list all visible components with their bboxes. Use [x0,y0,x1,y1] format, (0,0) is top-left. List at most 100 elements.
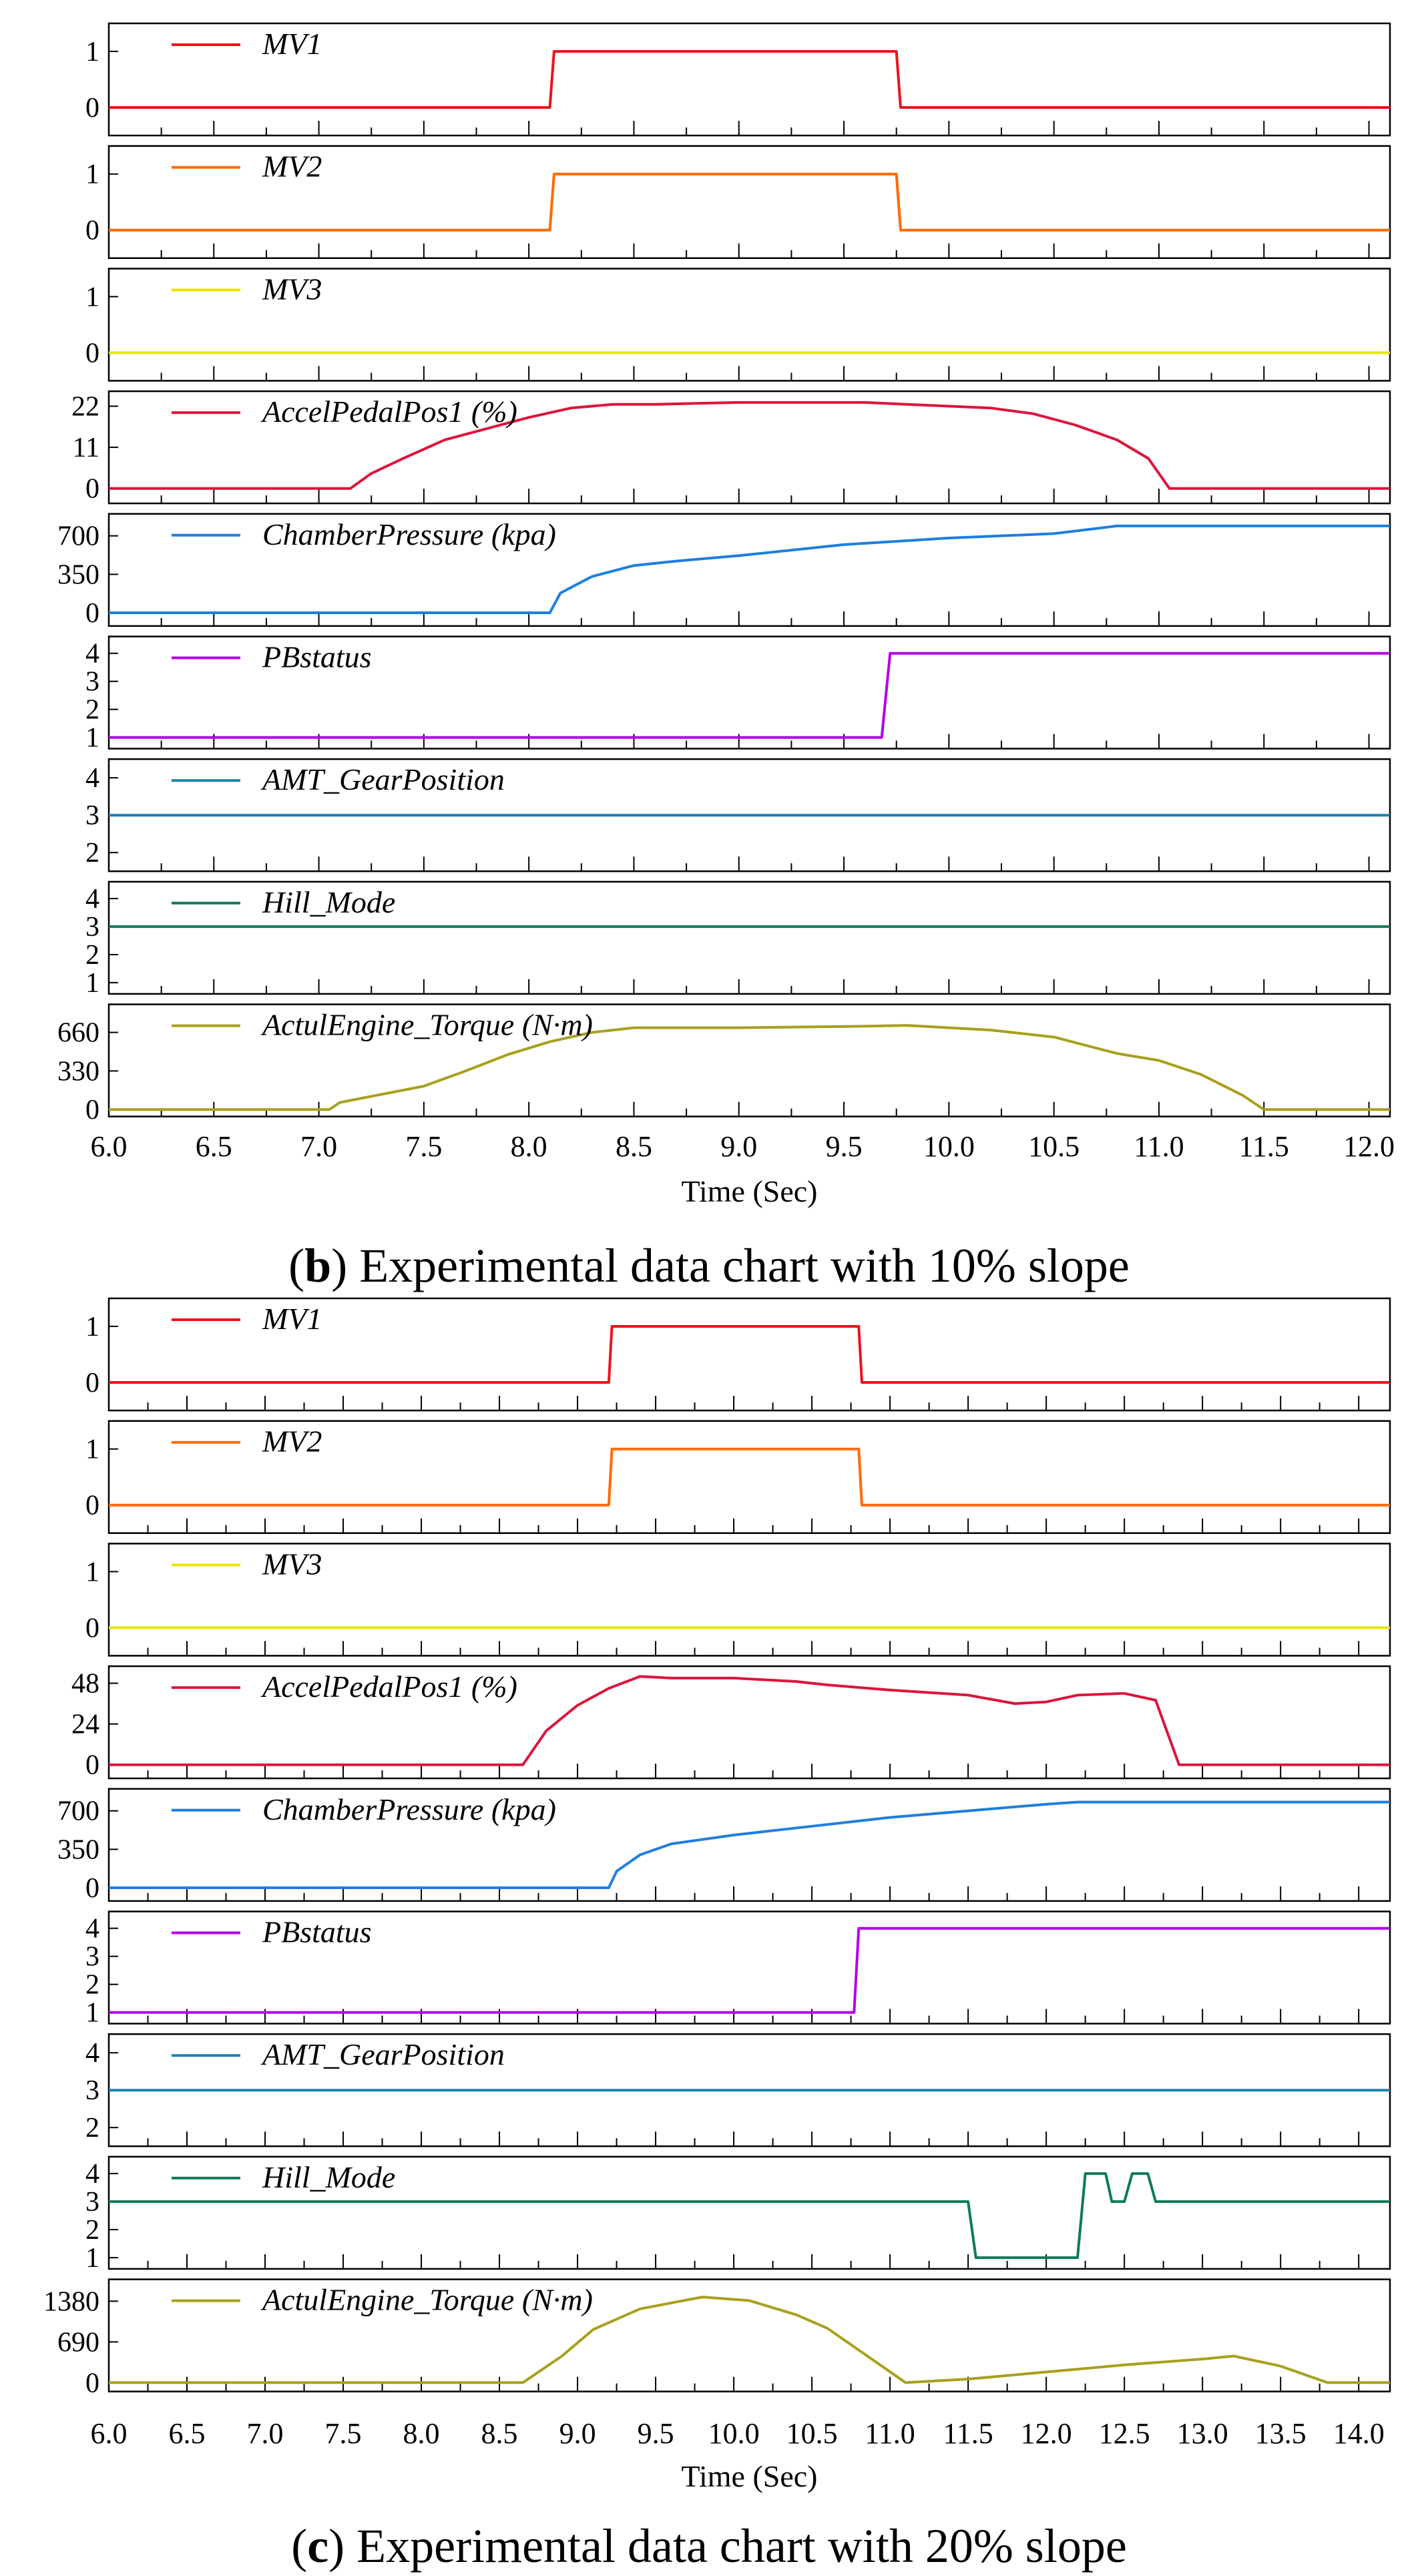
y-tick-label: 2 [85,838,99,868]
y-tick-label: 2 [85,2215,99,2246]
legend-label: AMT_GearPosition [260,762,505,796]
x-axis-title: Time (Sec) [681,2459,817,2493]
panel-b-AccelPedalPos1: 0 11 22 AccelPedalPos1 (%) [71,390,1391,505]
legend-label: AccelPedalPos1 (%) [260,395,517,429]
y-tick-label: 660 [57,1018,99,1049]
panel-c-MV3: 0 1 MV3 [85,1543,1391,1657]
x-tick-label: 9.0 [559,2417,596,2450]
x-tick-label: 13.0 [1177,2417,1228,2450]
panel-c-MV1: 0 1 MV1 [85,1297,1391,1412]
x-tick-label: 8.0 [403,2417,440,2450]
panel-frame [107,1543,1391,1657]
y-tick-label: 24 [71,1710,99,1740]
panel-c-AccelPedalPos1: 0 24 48 AccelPedalPos1 (%) [71,1665,1391,1781]
legend-label: AMT_GearPosition [260,2037,505,2071]
y-tick-label: 1 [85,1557,99,1587]
series-line-ChamberPressure [109,1800,1390,1889]
y-tick-label: 0 [85,1750,99,1781]
y-tick-label: 700 [57,521,99,552]
y-tick-label: 1 [85,37,99,67]
y-tick-label: 0 [85,2368,99,2398]
y-tick-label: 3 [85,912,99,943]
legend-label: ActulEngine_Torque (N·m) [260,2283,593,2317]
panel-frame [107,880,1391,995]
panel-frame [107,513,1391,627]
x-tick-label: 13.5 [1255,2417,1307,2450]
y-tick-label: 0 [85,474,99,505]
series-line-AccelPedalPos1 [109,401,1390,490]
y-tick-label: 3 [85,800,99,831]
x-tick-label: 6.0 [91,1130,128,1163]
series-line-MV2 [109,1447,1390,1507]
y-tick-label: 0 [85,1491,99,1521]
y-tick-label: 2 [85,940,99,971]
x-tick-label: 6.0 [91,2417,128,2450]
legend-label: PBstatus [262,1915,372,1949]
series-line-MV1 [109,1325,1390,1384]
panel-frame [107,268,1391,382]
y-tick-label: 330 [57,1056,99,1087]
legend-label: Hill_Mode [262,885,395,919]
series-line-ActulEngine_Torque [109,2296,1390,2384]
y-tick-label: 1 [85,968,99,999]
legend-label: MV2 [262,150,322,184]
x-tick-label: 10.5 [786,2417,838,2450]
x-tick-label: 7.5 [405,1130,442,1163]
panel-b-ActulEngine_Torque: 0 330 660 ActulEngine_Torque (N·m) [57,1003,1391,1125]
panel-frame [107,1665,1391,1780]
x-tick-label: 10.0 [708,2417,760,2450]
y-tick-label: 11 [73,433,99,463]
panel-c-MV2: 0 1 MV2 [85,1420,1391,1534]
x-axis-title: Time (Sec) [681,1174,817,1208]
x-tick-label: 8.5 [616,1130,652,1163]
x-tick-label: 9.5 [826,1130,863,1163]
x-tick-label: 10.5 [1028,1130,1080,1163]
caption-close-paren: ) [328,2519,357,2573]
caption-open-paren: ( [291,2519,307,2573]
legend-label: AccelPedalPos1 (%) [260,1669,517,1704]
panel-b-MV1: 0 1 MV1 [85,22,1391,137]
y-tick-label: 4 [85,884,99,915]
y-tick-label: 0 [85,1095,99,1125]
legend-label: PBstatus [262,640,372,674]
caption-text: Experimental data chart with 20% slope [357,2519,1127,2573]
panel-frame [107,1003,1391,1117]
panel-frame [107,635,1391,750]
legend-label: MV1 [262,1302,322,1336]
x-tick-label: 6.5 [169,2417,206,2450]
panel-c-AMT_GearPosition: 2 3 4 AMT_GearPosition [85,2033,1391,2147]
y-tick-label: 350 [57,559,99,590]
caption-letter: b [304,1239,331,1292]
caption-open-paren: ( [288,1239,304,1292]
series-line-Hill_Mode [109,2172,1390,2260]
y-tick-label: 0 [85,93,99,123]
panel-frame [107,1420,1391,1534]
panel-frame [107,2278,1391,2392]
x-tick-label: 12.0 [1021,2417,1072,2450]
x-tick-label: 9.0 [720,1130,757,1163]
y-tick-label: 700 [57,1796,99,1827]
figure-caption: (b) Experimental data chart with 10% slo… [288,1239,1130,1292]
panel-frame [107,1788,1391,1902]
y-tick-label: 0 [85,1368,99,1398]
y-tick-label: 1 [85,160,99,190]
y-tick-label: 0 [85,1873,99,1904]
panel-b-AMT_GearPosition: 2 3 4 AMT_GearPosition [85,758,1391,872]
legend-label: MV3 [262,1547,322,1581]
legend-label: Hill_Mode [262,2160,395,2194]
legend-label: MV1 [262,27,322,61]
y-tick-label: 0 [85,598,99,629]
y-tick-label: 4 [85,1914,99,1945]
x-tick-label: 14.0 [1333,2417,1385,2450]
x-tick-label: 10.0 [923,1130,975,1163]
x-tick-label: 12.5 [1099,2417,1150,2450]
series-line-PBstatus [109,652,1390,739]
y-tick-label: 4 [85,763,99,794]
y-tick-label: 3 [85,2187,99,2218]
y-tick-label: 690 [57,2327,99,2358]
